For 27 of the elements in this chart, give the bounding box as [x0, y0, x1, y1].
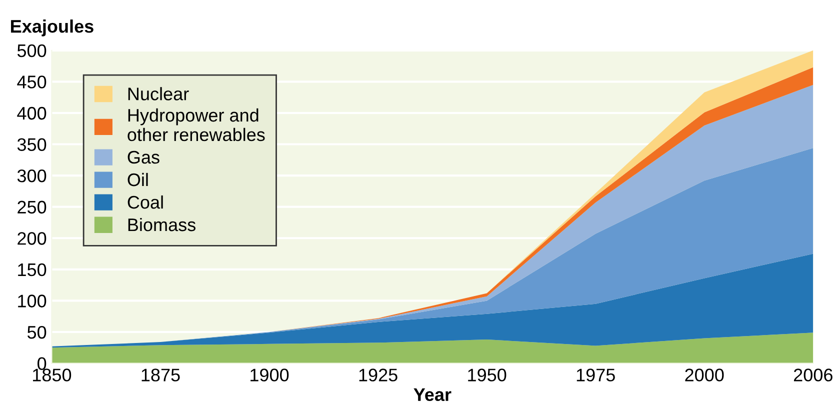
y-tick-label: 500	[17, 44, 46, 58]
y-tick-label: 100	[18, 294, 46, 308]
x-tick-label: 1900	[250, 368, 289, 382]
y-tick-label: 350	[17, 138, 46, 151]
x-tick-label: 1975	[576, 368, 615, 382]
y-tick-label: 300	[17, 169, 46, 182]
x-tick-label: 1850	[33, 368, 72, 382]
x-axis-title: Year	[414, 388, 452, 402]
y-tick-label: 250	[18, 200, 46, 214]
y-tick-label: 200	[18, 232, 46, 245]
legend-label: Nuclear	[128, 87, 189, 100]
x-tick-label: 1875	[142, 368, 180, 382]
y-tick-label: 150	[18, 263, 46, 276]
legend-label: Gas	[128, 150, 160, 164]
legend-label: Biomass	[128, 218, 196, 232]
y-tick-label: 0	[38, 357, 46, 370]
y-tick-label: 50	[27, 326, 46, 339]
x-tick-label: 2006	[794, 368, 832, 382]
y-tick-label: 450	[17, 76, 46, 88]
x-tick-label: 1950	[468, 368, 506, 382]
y-axis-title: Exajoules	[11, 19, 94, 36]
legend-label: Hydropower and other renewables	[128, 108, 265, 142]
legend-label: Oil	[128, 172, 148, 186]
y-tick-label: 400	[17, 106, 46, 120]
x-tick-label: 2000	[685, 368, 724, 382]
x-tick-label: 1925	[359, 368, 398, 382]
legend-label: Coal	[128, 195, 163, 209]
